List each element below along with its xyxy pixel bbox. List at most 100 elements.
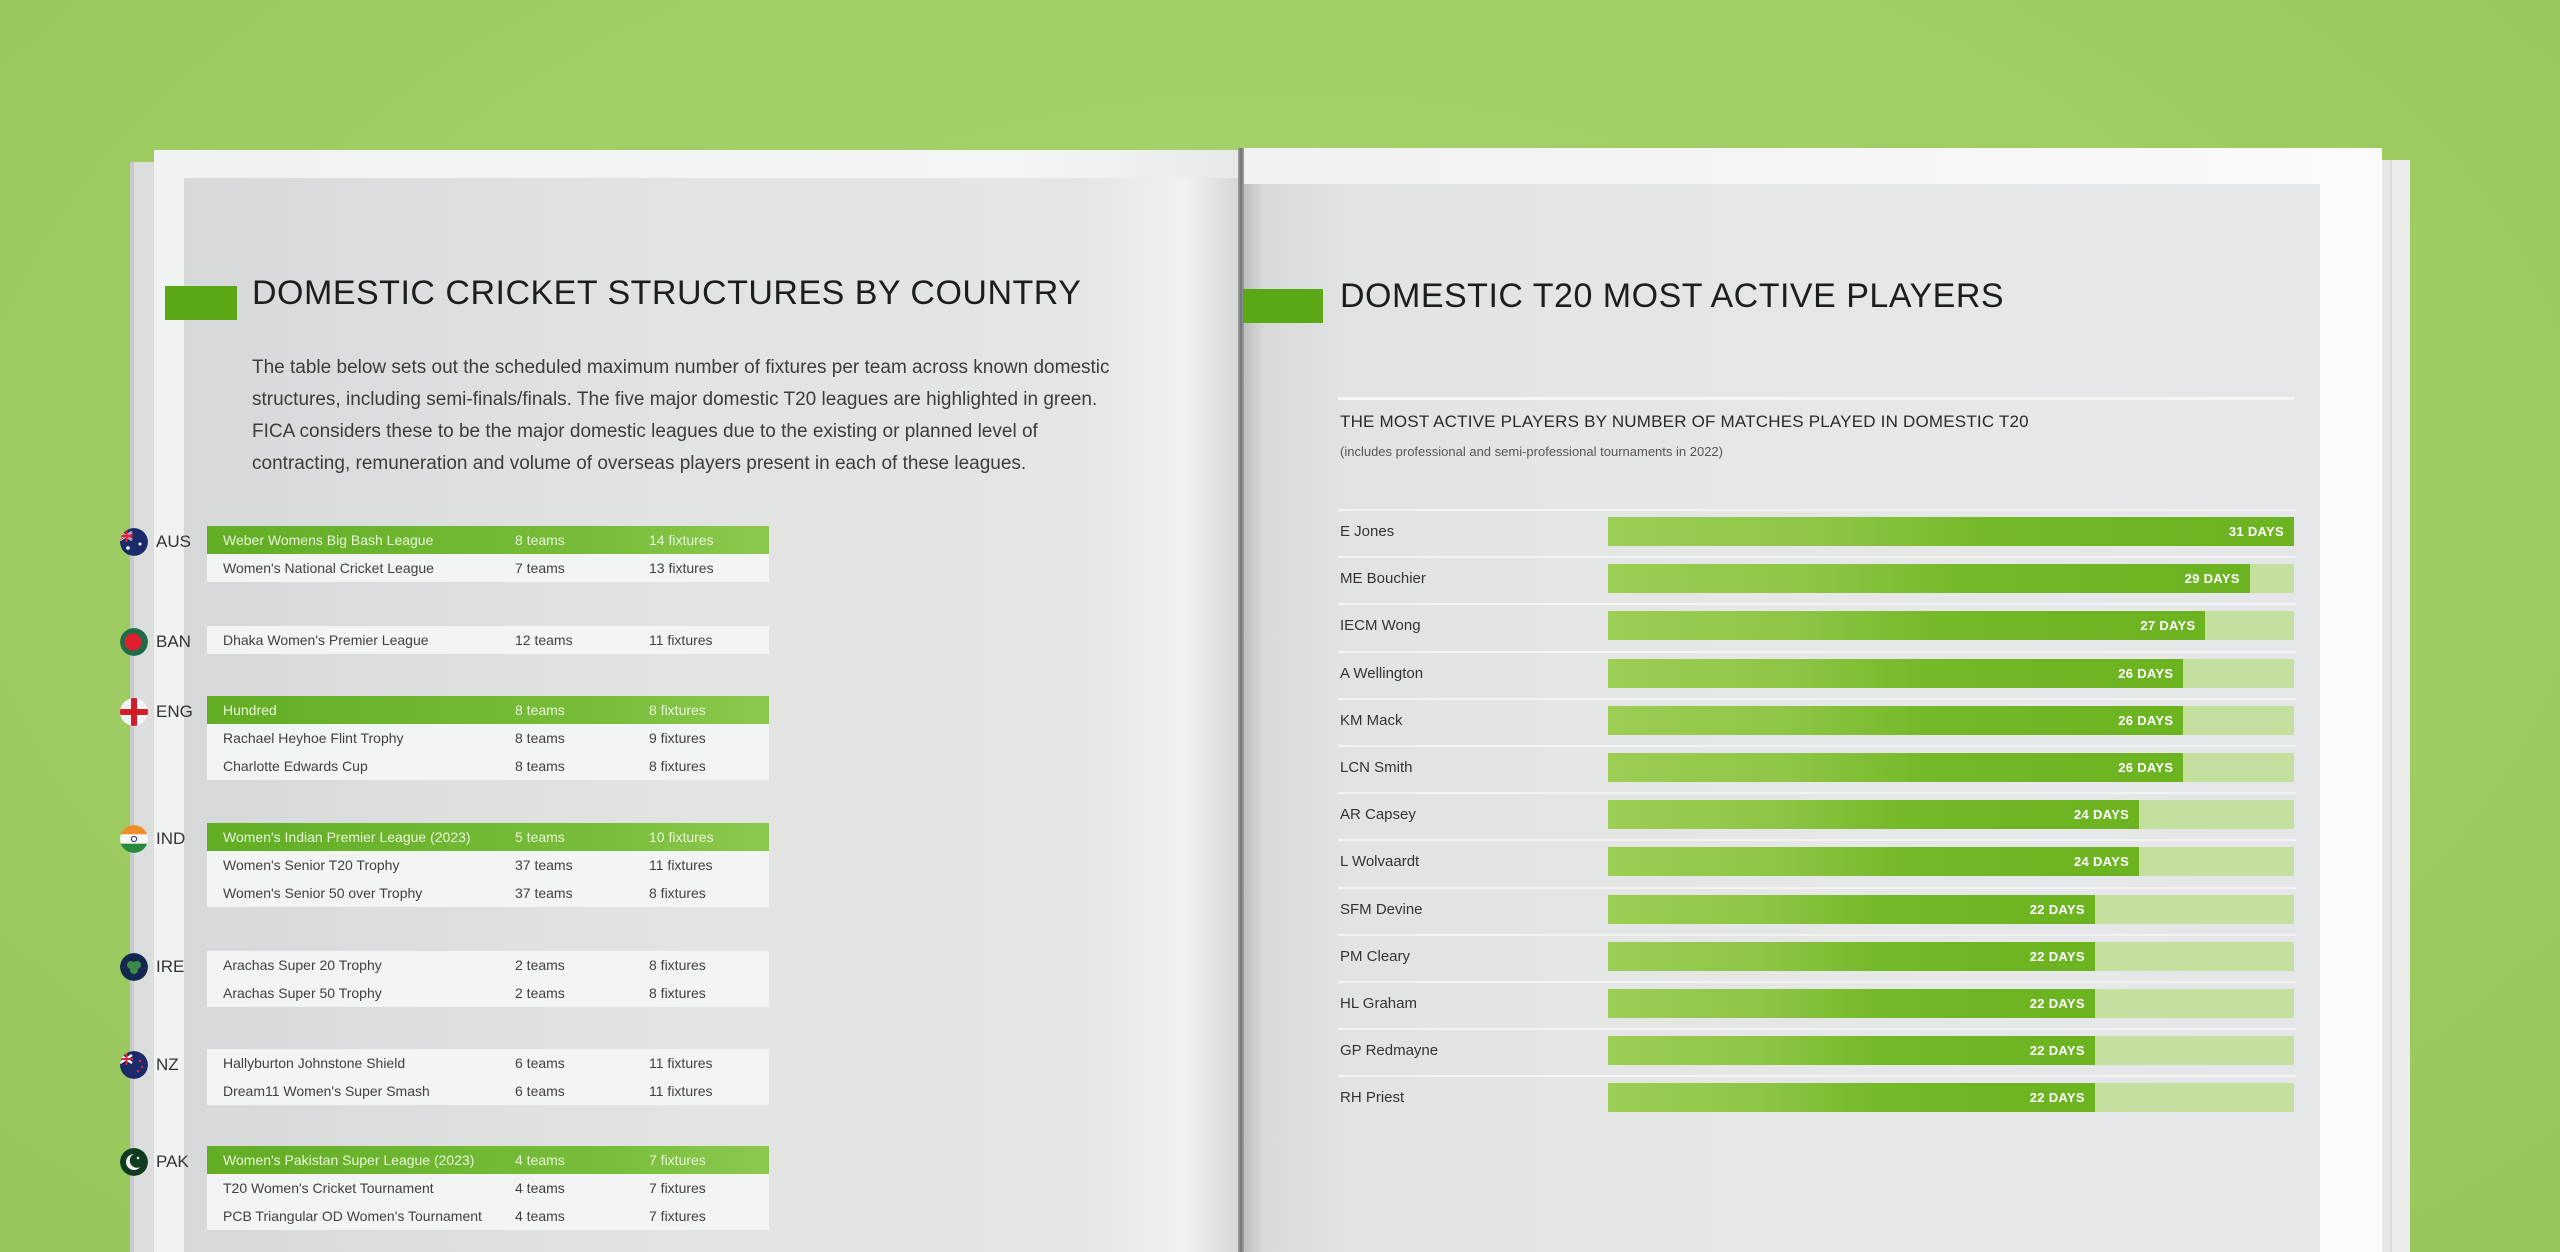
divider-line: [1338, 397, 2294, 400]
row-separator: [1338, 556, 2296, 559]
player-name: PM Cleary: [1340, 947, 1411, 965]
league-row: Rachael Heyhoe Flint Trophy 8 teams 9 fixt…: [207, 724, 769, 752]
player-row: SFM Devine 22 DAYS: [1338, 886, 2296, 934]
league-table: Women's Pakistan Super League (2023) 4 te…: [207, 1146, 769, 1230]
bar-fill: 22 DAYS: [1608, 1083, 2095, 1113]
player-row: PM Cleary 22 DAYS: [1338, 933, 2296, 981]
fixture-count: 8 fixtures: [649, 758, 706, 774]
team-count: 2 teams: [515, 985, 565, 1001]
bar-value-label: 22 DAYS: [2029, 1043, 2085, 1059]
team-count: 4 teams: [515, 1152, 565, 1168]
league-table: Women's Indian Premier League (2023) 5 te…: [207, 823, 769, 907]
bar-fill: 22 DAYS: [1608, 1036, 2095, 1066]
fixture-count: 8 fixtures: [649, 702, 706, 718]
bar-value-label: 24 DAYS: [2073, 807, 2130, 823]
player-name: IECM Wong: [1340, 617, 1421, 635]
bar-fill: 26 DAYS: [1608, 658, 2184, 688]
section-accent-bar: [165, 286, 237, 320]
player-name: HL Graham: [1340, 995, 1417, 1012]
bar-track: 26 DAYS: [1608, 705, 2294, 735]
player-row: L Wolvaardt 24 DAYS: [1338, 839, 2296, 886]
country-code: IND: [156, 829, 186, 848]
fixture-count: 11 fixtures: [649, 1083, 713, 1099]
league-table: Hundred 8 teams 8 fixtures Rachael Heyhoe F…: [207, 696, 769, 780]
bar-fill: 26 DAYS: [1608, 753, 2184, 782]
country-code: IRE: [156, 957, 185, 976]
bangladesh-flag-icon: [120, 628, 148, 656]
player-row: AR Capsey 24 DAYS: [1338, 792, 2296, 839]
league-row: Women's Senior T20 Trophy 37 teams 11 fixt…: [207, 851, 769, 879]
league-table: Weber Womens Big Bash League 8 teams 14 fi…: [207, 526, 769, 582]
bar-fill: 27 DAYS: [1608, 611, 2206, 641]
team-count: 7 teams: [515, 560, 565, 576]
bar-value-label: 27 DAYS: [2140, 618, 2196, 634]
league-row: T20 Women's Cricket Tournament 4 teams 7 f…: [207, 1174, 769, 1202]
bar-fill: 24 DAYS: [1608, 847, 2140, 877]
league-name: Charlotte Edwards Cup: [223, 758, 368, 774]
row-separator: [1338, 745, 2296, 747]
bar-track: 27 DAYS: [1608, 611, 2294, 641]
bar-track: 29 DAYS: [1608, 564, 2294, 594]
league-name: T20 Women's Cricket Tournament: [223, 1180, 434, 1196]
intro-paragraph: The table below sets out the scheduled m…: [252, 357, 1110, 474]
fixture-count: 9 fixtures: [649, 730, 706, 746]
section-accent-bar: [1243, 289, 1323, 323]
player-row: KM Mack 26 DAYS: [1338, 697, 2296, 745]
player-row: GP Redmayne 22 DAYS: [1338, 1028, 2296, 1075]
bar-track: 22 DAYS: [1608, 1083, 2294, 1113]
bar-track: 22 DAYS: [1608, 989, 2294, 1018]
player-row: E Jones 31 DAYS: [1338, 509, 2296, 556]
row-separator: [1338, 1075, 2296, 1078]
country-code: BAN: [156, 632, 191, 651]
india-flag-icon: [120, 825, 148, 853]
bar-fill: 29 DAYS: [1608, 564, 2250, 594]
bar-value-label: 22 DAYS: [2029, 901, 2085, 917]
player-name: RH Priest: [1340, 1089, 1405, 1107]
league-name: Women's National Cricket League: [223, 560, 434, 576]
player-row: HL Graham 22 DAYS: [1338, 981, 2296, 1028]
league-name: Rachael Heyhoe Flint Trophy: [223, 730, 404, 746]
country-code: PAK: [156, 1152, 189, 1171]
team-count: 4 teams: [515, 1180, 565, 1196]
bar-value-label: 22 DAYS: [2029, 1090, 2085, 1106]
bar-value-label: 22 DAYS: [2029, 996, 2085, 1011]
league-table: Dhaka Women's Premier League 12 teams 11 f…: [207, 626, 769, 654]
league-row: Women's National Cricket League 7 teams 13…: [207, 554, 769, 582]
fixture-count: 11 fixtures: [649, 1055, 713, 1071]
player-name: GP Redmayne: [1340, 1042, 1439, 1060]
row-separator: [1338, 697, 2296, 700]
team-count: 5 teams: [515, 829, 565, 845]
row-separator: [1338, 981, 2296, 983]
row-separator: [1338, 839, 2296, 842]
england-flag-icon: [120, 698, 148, 726]
league-row-highlighted: Weber Womens Big Bash League 8 teams 14 fi…: [207, 526, 769, 554]
bar-value-label: 26 DAYS: [2118, 760, 2174, 775]
league-name: Women's Indian Premier League (2023): [223, 829, 471, 845]
team-count: 12 teams: [515, 632, 573, 648]
bar-value-label: 26 DAYS: [2118, 665, 2174, 681]
fixture-count: 7 fixtures: [649, 1180, 706, 1196]
bar-track: 26 DAYS: [1608, 658, 2294, 688]
player-name: A Wellington: [1340, 664, 1424, 682]
bar-track: 22 DAYS: [1608, 894, 2294, 924]
fixture-count: 10 fixtures: [649, 829, 714, 845]
fixture-count: 8 fixtures: [649, 885, 706, 901]
league-row: Dream11 Women's Super Smash 6 teams 11 fix…: [207, 1077, 769, 1105]
league-name: Arachas Super 50 Trophy: [223, 985, 382, 1001]
row-separator: [1338, 886, 2296, 889]
league-name: Hundred: [223, 702, 277, 718]
bar-fill: 31 DAYS: [1608, 517, 2294, 546]
team-count: 37 teams: [515, 885, 573, 901]
ireland-cricket-flag-icon: [120, 953, 148, 981]
player-name: LCN Smith: [1340, 759, 1413, 776]
row-separator: [1338, 792, 2296, 795]
league-name: Women's Senior 50 over Trophy: [223, 885, 423, 901]
league-row-highlighted: Women's Pakistan Super League (2023) 4 te…: [207, 1146, 769, 1174]
row-separator: [1338, 1028, 2296, 1031]
team-count: 2 teams: [515, 957, 565, 973]
row-separator: [1338, 650, 2296, 653]
fixture-count: 8 fixtures: [649, 957, 706, 973]
bar-track: 22 DAYS: [1608, 941, 2294, 971]
chart-title: THE MOST ACTIVE PLAYERS BY NUMBER OF MAT…: [1340, 412, 2029, 431]
bar-value-label: 22 DAYS: [2029, 948, 2085, 964]
